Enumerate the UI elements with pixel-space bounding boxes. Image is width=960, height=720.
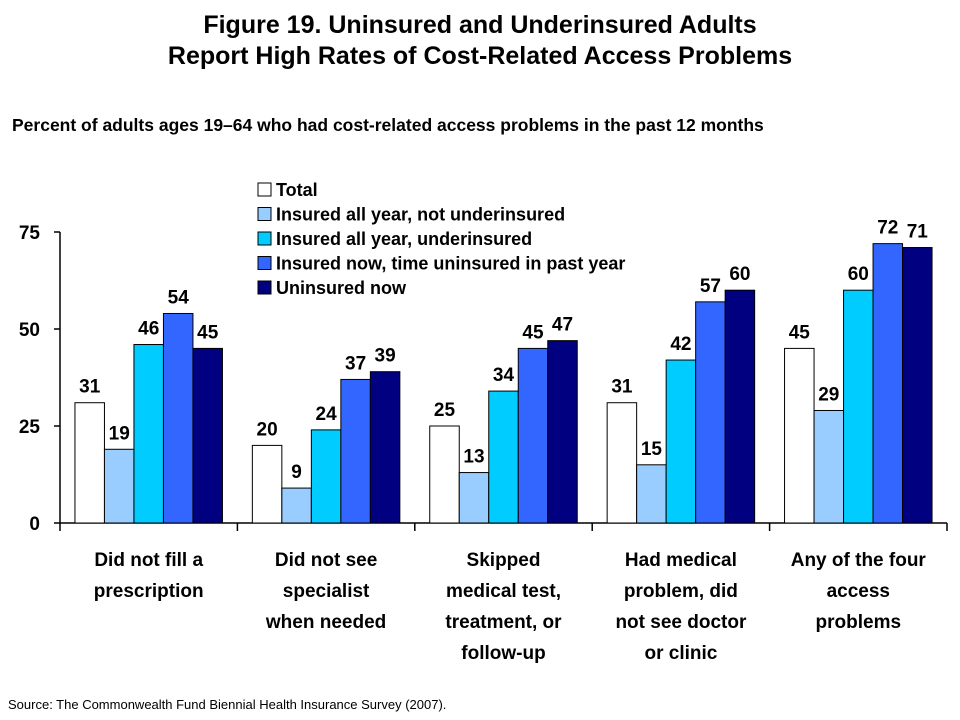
category-label-line: Did not see: [275, 550, 377, 571]
category-label: Did not fill a prescription: [94, 550, 204, 602]
bar: [458, 472, 490, 524]
bar: [133, 344, 164, 524]
legend-swatch: [257, 231, 272, 246]
bar: [162, 312, 194, 524]
bar: [665, 359, 697, 524]
data-label: 24: [316, 404, 338, 425]
data-label: 31: [79, 377, 101, 398]
category-label-line: or clinic: [644, 643, 717, 664]
y-tick-label: 50: [19, 320, 40, 341]
data-label: 34: [493, 365, 515, 386]
bar: [813, 409, 845, 524]
bar: [488, 390, 519, 524]
bar: [369, 371, 401, 524]
bar: [843, 289, 874, 524]
legend-label: Insured all year, not underinsured: [276, 205, 565, 225]
category-label: Did not see specialist when needed: [265, 550, 386, 633]
category-label-line: Skipped: [467, 550, 541, 571]
bar: [281, 487, 312, 524]
data-label: 46: [138, 319, 159, 340]
bar: [192, 347, 223, 524]
data-label: 54: [168, 287, 190, 308]
category-label-line: medical test,: [446, 581, 561, 602]
category-label-line: Did not fill a: [94, 550, 203, 571]
data-label: 45: [522, 322, 544, 343]
category-label: Skipped medical test, treatment, or follow-…: [445, 550, 562, 664]
category-label-line: treatment, or: [445, 612, 562, 633]
data-label: 25: [434, 400, 456, 421]
category-label: Had medical problem, did not see doctor or …: [615, 550, 747, 664]
legend-swatch: [257, 280, 272, 295]
legend-swatch: [257, 182, 272, 197]
title-line-1: Figure 19. Uninsured and Underinsured Ad…: [203, 11, 757, 39]
category-label-line: access: [827, 581, 890, 602]
bar: [636, 464, 667, 524]
data-label: 72: [877, 218, 898, 239]
bar: [695, 301, 726, 524]
bar: [103, 448, 135, 524]
data-label: 71: [907, 222, 929, 243]
category-label-line: specialist: [283, 581, 370, 602]
data-label: 42: [670, 334, 691, 355]
data-label: 37: [345, 353, 366, 374]
legend-swatch: [257, 256, 272, 270]
category-label-line: not see doctor: [615, 612, 747, 633]
bar: [724, 289, 756, 524]
category-label-line: when needed: [265, 612, 386, 633]
category-label-line: problems: [816, 612, 902, 633]
chart-subtitle: Percent of adults ages 19–64 who had cos…: [12, 115, 764, 135]
data-label: 20: [257, 419, 278, 440]
title-line-2: Report High Rates of Cost-Related Access…: [167, 42, 793, 70]
data-label: 19: [109, 423, 130, 444]
page-title: Figure 19. Uninsured and Underinsured Ad…: [0, 10, 960, 72]
category-label-line: Had medical: [625, 550, 737, 571]
bar: [606, 402, 638, 524]
data-label: 9: [291, 462, 302, 483]
legend-label: Total: [276, 180, 318, 200]
y-tick-label: 75: [19, 223, 41, 244]
legend-label: Insured all year, underinsured: [276, 229, 532, 249]
category-label-line: prescription: [94, 581, 204, 602]
source-note: Source: The Commonwealth Fund Biennial H…: [8, 697, 447, 712]
category-label-line: Any of the four: [791, 550, 927, 571]
bar: [517, 347, 549, 524]
category-label-line: follow-up: [461, 643, 545, 664]
data-label: 47: [552, 315, 573, 336]
data-label: 31: [611, 377, 633, 398]
data-label: 15: [641, 439, 663, 460]
bar: [310, 429, 342, 524]
data-label: 29: [818, 384, 839, 405]
data-label: 60: [848, 264, 869, 285]
legend-swatch: [257, 207, 272, 221]
data-label: 60: [729, 264, 750, 285]
bar: [429, 425, 460, 524]
y-tick-label: 25: [19, 417, 41, 438]
bar: [902, 247, 933, 524]
bar: [251, 444, 283, 524]
data-label: 45: [197, 322, 219, 343]
category-label-line: problem, did: [624, 581, 738, 602]
data-label: 13: [463, 447, 484, 468]
data-label: 39: [375, 346, 396, 367]
legend-label: Uninsured now: [276, 278, 407, 298]
y-tick-label: 0: [29, 514, 40, 535]
data-label: 45: [789, 322, 811, 343]
bar: [547, 340, 578, 524]
legend-label: Insured now, time uninsured in past year: [276, 254, 625, 274]
bar: [872, 243, 904, 524]
category-label: Any of the four access problems: [791, 550, 927, 633]
data-label: 57: [700, 276, 721, 297]
bar: [74, 402, 105, 524]
bar: [340, 378, 371, 524]
bar: [784, 347, 815, 524]
